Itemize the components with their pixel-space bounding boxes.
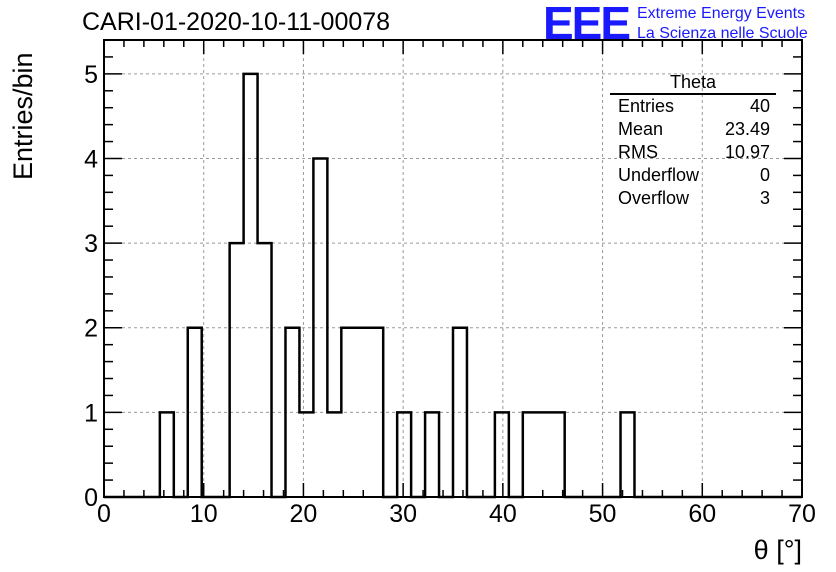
- stats-row-rms: RMS 10.97: [610, 141, 776, 164]
- histogram-bin: [425, 412, 439, 497]
- chart-title: CARI-01-2020-10-11-00078: [82, 8, 391, 36]
- stats-value: 3: [759, 188, 770, 208]
- stats-row-underflow: Underflow 0: [610, 164, 776, 187]
- histogram-bin: [244, 74, 258, 497]
- stats-box-name: Theta: [610, 72, 776, 95]
- stats-row-entries: Entries 40: [610, 95, 776, 118]
- histogram-bin: [551, 412, 565, 497]
- histogram-bin: [230, 243, 244, 497]
- y-tick-label: 1: [84, 399, 98, 427]
- x-tick-label: 70: [788, 500, 816, 528]
- y-tick-label: 4: [84, 145, 98, 173]
- stats-value: 40: [749, 96, 770, 116]
- logo-line-1: Extreme Energy Events: [637, 5, 806, 22]
- histogram-bin: [258, 243, 272, 497]
- histogram-bin: [341, 328, 355, 497]
- plot-frame: [103, 39, 803, 498]
- x-tick-label: 20: [290, 500, 318, 528]
- x-axis-label: θ [°]: [753, 535, 802, 565]
- y-tick-label: 0: [84, 484, 98, 512]
- y-tick-label: 5: [84, 61, 98, 89]
- stats-label: Overflow: [618, 188, 690, 208]
- y-tick-label: 3: [84, 230, 98, 258]
- stats-label: Mean: [618, 119, 664, 139]
- histogram-bin: [523, 412, 537, 497]
- x-tick-label: 40: [489, 500, 517, 528]
- y-tick-label: 2: [84, 315, 98, 343]
- x-tick-label: 10: [190, 500, 218, 528]
- x-tick-label: 60: [688, 500, 716, 528]
- stats-label: RMS: [618, 142, 658, 162]
- x-tick-label: 30: [389, 500, 417, 528]
- stats-row-overflow: Overflow 3: [610, 187, 776, 210]
- stats-row-mean: Mean 23.49: [610, 118, 776, 141]
- x-tick-label: 0: [97, 500, 111, 528]
- stats-value: 0: [759, 165, 770, 185]
- stats-value: 23.49: [724, 119, 770, 139]
- y-axis-label: Entries/bin: [8, 52, 38, 180]
- stats-value: 10.97: [724, 142, 770, 162]
- histogram-bin: [327, 412, 341, 497]
- stats-label: Underflow: [618, 165, 700, 185]
- stats-box: Theta Entries 40 Mean 23.49 RMS 10.97 Un…: [610, 72, 776, 210]
- x-tick-label: 50: [589, 500, 617, 528]
- histogram-bin: [537, 412, 551, 497]
- histogram-bin: [495, 412, 509, 497]
- histogram-bin: [299, 412, 313, 497]
- stats-label: Entries: [618, 96, 675, 116]
- histogram-bin: [621, 412, 635, 497]
- logo-line-2: La Scienza nelle Scuole: [637, 25, 808, 42]
- histogram-bin: [160, 412, 174, 497]
- eee-logo: EEE: [543, 0, 631, 49]
- histogram-bin: [397, 412, 411, 497]
